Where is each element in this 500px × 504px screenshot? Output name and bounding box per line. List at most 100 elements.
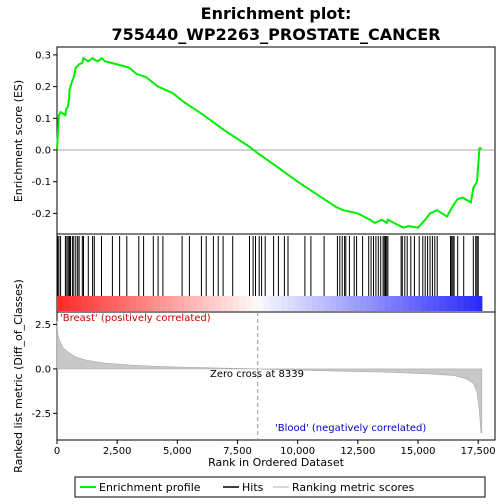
rank-color-strip — [239, 296, 246, 311]
rank-color-strip — [287, 296, 295, 311]
x-tick-label: 5,000 — [163, 446, 192, 457]
rank-color-strip — [421, 296, 428, 311]
es-y-tick-label: 0.2 — [35, 82, 51, 93]
es-y-tick: 0.3 — [35, 50, 57, 61]
x-tick: 12,500 — [340, 440, 375, 457]
rank-color-strip — [396, 296, 404, 311]
es-y-tick: 0.0 — [35, 146, 57, 157]
rank-color-strip — [233, 296, 240, 311]
rank-color-strip — [63, 296, 70, 311]
chart-title-line-2: 755440_WP2263_PROSTATE_CANCER — [111, 25, 440, 44]
es-y-tick-label: -0.1 — [31, 177, 51, 188]
legend-hits-label: Hits — [242, 481, 264, 494]
rank-color-strip — [99, 296, 107, 311]
rank-color-strip — [148, 296, 155, 311]
rank-color-strip — [415, 296, 422, 311]
rank-color-strip — [281, 296, 289, 311]
rank-color-strip — [123, 296, 131, 311]
rank-color-strip — [293, 296, 301, 311]
es-y-tick-label: 0.3 — [35, 50, 51, 61]
rank-color-strip — [336, 296, 343, 311]
es-y-tick: 0.2 — [35, 82, 57, 93]
es-y-tick: -0.1 — [31, 177, 57, 188]
x-tick: 10,000 — [280, 440, 315, 457]
es-y-axis-label: Enrichment score (ES) — [12, 80, 25, 202]
rank-color-strip — [439, 296, 446, 311]
rank-color-strip — [408, 296, 416, 311]
x-tick: 5,000 — [163, 440, 192, 457]
rank-color-strip — [342, 296, 349, 311]
positive-class-label: 'Breast' (positively correlated) — [60, 313, 211, 324]
rank-color-strip — [226, 296, 234, 311]
rank-y-axis-label: Ranked list metric (Diff_of_Classes) — [12, 279, 25, 473]
rank-color-strip — [135, 296, 143, 311]
es-y-tick: -0.2 — [31, 209, 57, 220]
rank-color-strip — [378, 296, 386, 311]
rank-color-strip — [75, 296, 82, 311]
rank-color-strip — [196, 296, 204, 311]
x-tick: 17,500 — [461, 440, 496, 457]
rank-color-strip — [178, 296, 186, 311]
es-y-tick: 0.1 — [35, 114, 57, 125]
rank-color-strip — [81, 296, 88, 311]
rank-color-strip — [475, 296, 483, 311]
rank-color-strip — [311, 296, 319, 311]
x-tick: 2,500 — [103, 440, 132, 457]
rank-color-strip — [69, 296, 76, 311]
rank-color-strip — [354, 296, 361, 311]
rank-color-strip — [202, 296, 210, 311]
rank-color-strip — [105, 296, 113, 311]
es-y-tick-label: -0.2 — [31, 209, 51, 220]
rank-color-strip — [245, 296, 252, 311]
rank-y-tick-label: 2.5 — [35, 320, 51, 331]
x-tick-label: 0 — [54, 446, 60, 457]
rank-color-strip — [87, 296, 94, 311]
x-tick-label: 10,000 — [280, 446, 315, 457]
rank-color-strip — [111, 296, 119, 311]
es-y-tick-label: 0.1 — [35, 114, 51, 125]
rank-color-strip — [208, 296, 216, 311]
rank-color-strip — [257, 296, 264, 311]
rank-color-strip — [384, 296, 392, 311]
x-tick-label: 12,500 — [340, 446, 375, 457]
rank-color-strip — [275, 296, 283, 311]
es-y-tick-label: 0.0 — [35, 146, 51, 157]
negative-class-label: 'Blood' (negatively correlated) — [275, 423, 426, 434]
rank-y-tick: -2.5 — [31, 409, 57, 420]
rank-color-strip — [166, 296, 173, 311]
rank-color-strip — [457, 296, 465, 311]
rank-y-tick: 2.5 — [35, 320, 57, 331]
rank-color-strip — [57, 296, 64, 311]
rank-color-strip — [451, 296, 459, 311]
rank-y-tick-label: 0.0 — [35, 364, 51, 375]
rank-color-strip — [269, 296, 277, 311]
rank-color-strip — [117, 296, 125, 311]
x-tick-label: 7,500 — [223, 446, 252, 457]
rank-color-strip — [330, 296, 337, 311]
x-axis-label: Rank in Ordered Dataset — [208, 456, 345, 469]
rank-color-strip — [372, 296, 380, 311]
enrichment-profile-line — [56, 56, 482, 229]
enrichment-panel-frame — [56, 46, 496, 235]
zero-cross-label: Zero cross at 8339 — [210, 369, 304, 380]
rank-color-strip — [433, 296, 440, 311]
rank-color-strip — [348, 296, 355, 311]
rank-y-tick-label: -2.5 — [31, 409, 51, 420]
x-tick: 15,000 — [400, 440, 435, 457]
rank-color-strip — [160, 296, 167, 311]
rank-color-strip — [402, 296, 410, 311]
rank-color-strip — [154, 296, 161, 311]
rank-color-strip — [214, 296, 222, 311]
rank-color-strip — [469, 296, 477, 311]
rank-color-strip — [129, 296, 137, 311]
rank-color-strip — [184, 296, 192, 311]
rank-color-strip — [390, 296, 398, 311]
x-tick: 7,500 — [223, 440, 252, 457]
ranking-panel-frame — [56, 311, 496, 441]
x-tick-label: 2,500 — [103, 446, 132, 457]
x-tick: 0 — [54, 440, 60, 457]
rank-color-strip — [172, 296, 179, 311]
legend: Enrichment profile Hits Ranking metric s… — [74, 476, 486, 498]
